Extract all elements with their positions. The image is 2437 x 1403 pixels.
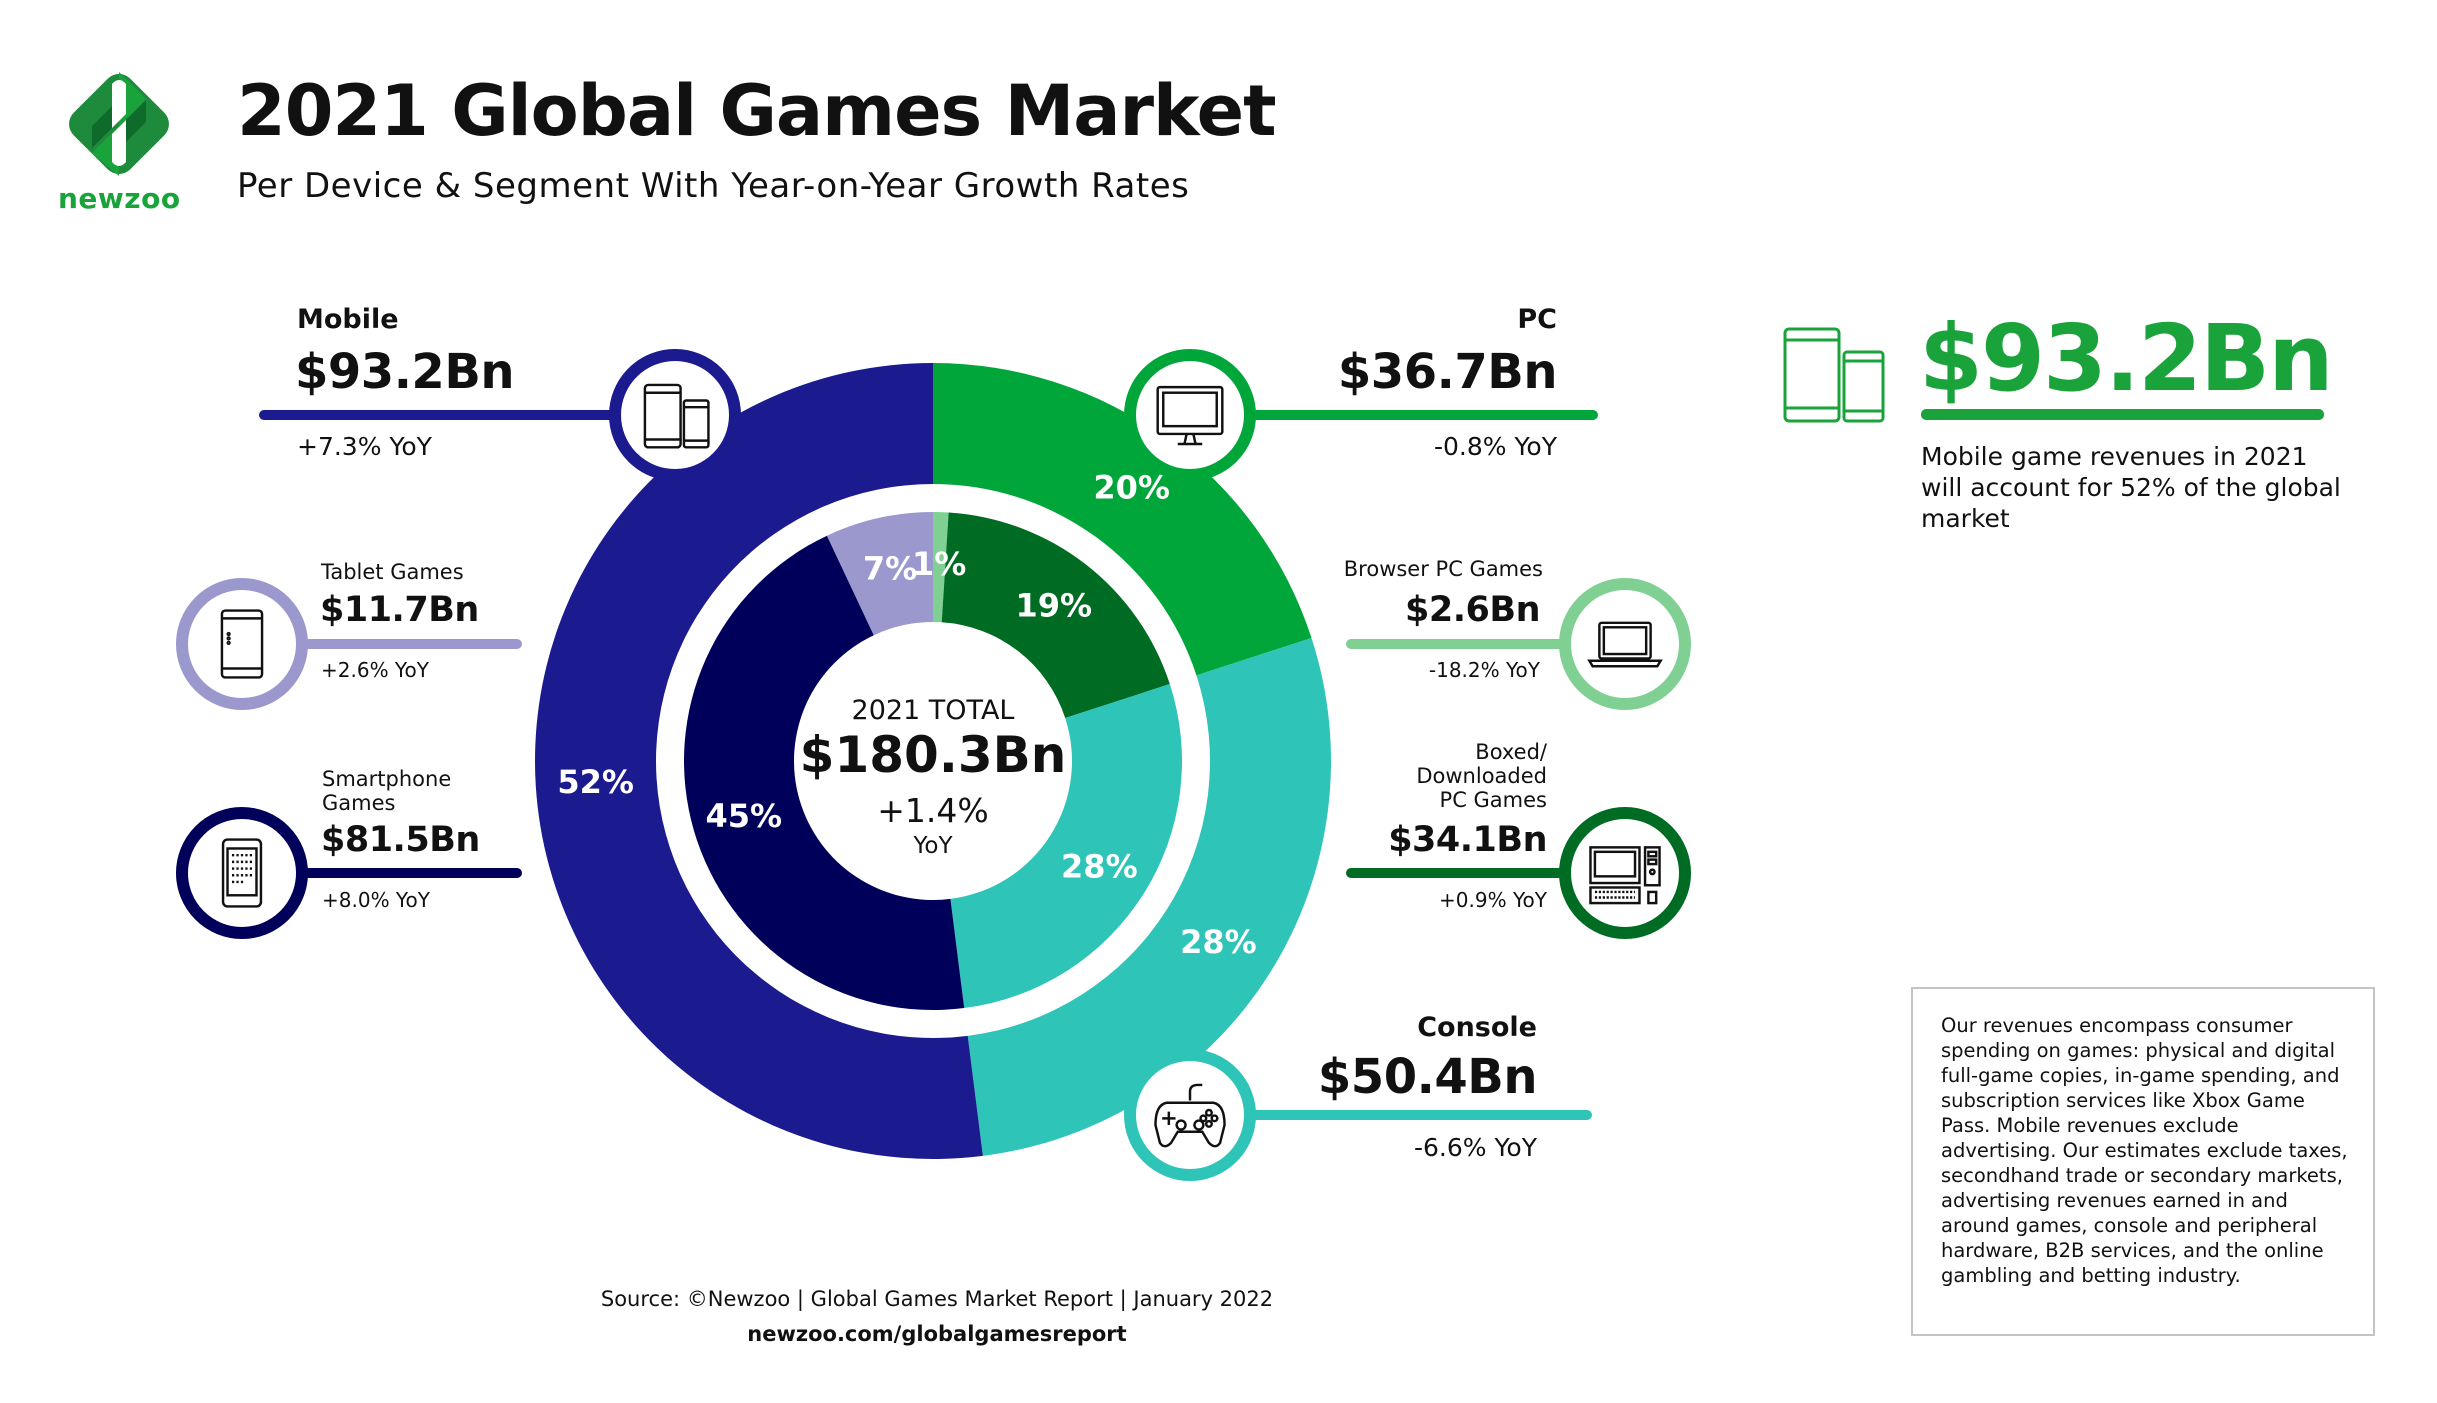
outer-label-mobile: 52% <box>557 763 634 801</box>
mobile-value: $93.2Bn <box>295 344 515 400</box>
console-connector-line <box>1240 1110 1592 1120</box>
smartphone-value: $81.5Bn <box>321 820 480 860</box>
inner-label-browser-pc-games: 1% <box>912 545 966 583</box>
outer-label-console: 28% <box>1180 923 1257 961</box>
callout-underline <box>1921 409 2324 420</box>
page-subtitle: Per Device & Segment With Year-on-Year G… <box>237 166 1190 206</box>
smartphone-yoy: +8.0% YoY <box>322 888 430 912</box>
boxed-pc-yoy: +0.9% YoY <box>1439 888 1547 912</box>
pc-yoy: -0.8% YoY <box>1434 432 1557 461</box>
boxed-pc-value: $34.1Bn <box>1388 820 1547 860</box>
console-yoy: -6.6% YoY <box>1414 1133 1537 1162</box>
pc-icon-ring <box>1124 349 1256 481</box>
mobile-devices-icon <box>643 383 710 449</box>
inner-label-smartphone-games: 45% <box>706 797 783 835</box>
callout-text: Mobile game revenues in 2021 will accoun… <box>1921 442 2341 533</box>
mobile-title: Mobile <box>297 304 399 335</box>
boxed-pc-icon-ring <box>1559 807 1691 939</box>
tablet-value: $11.7Bn <box>320 590 479 630</box>
browser-pc-icon-ring <box>1559 578 1691 710</box>
outer-label-pc: 20% <box>1093 469 1170 507</box>
inner-slice-browser-pc-games <box>933 512 949 623</box>
tablet-connector-line <box>300 639 522 649</box>
inner-slice-smartphone-games <box>684 535 965 1010</box>
boxed-pc-connector-line <box>1346 868 1576 878</box>
callout-value: $93.2Bn <box>1919 305 2334 412</box>
center-total-label: 2021 TOTAL <box>852 695 1015 726</box>
mobile-callout-icon <box>1783 327 1885 423</box>
monitor-icon <box>1156 385 1224 446</box>
boxed-pc-title-line1: Boxed/ <box>1475 740 1547 764</box>
source-url[interactable]: newzoo.com/globalgamesreport <box>747 1322 1127 1346</box>
center-total-value: $180.3Bn <box>800 726 1067 784</box>
inner-label-tablet-games: 7% <box>863 550 917 588</box>
mobile-icon-ring <box>609 349 741 481</box>
browser-pc-value: $2.6Bn <box>1405 590 1540 630</box>
browser-pc-connector-line <box>1346 639 1576 649</box>
smartphone-icon <box>221 838 263 908</box>
smartphone-title-line2: Games <box>322 791 396 815</box>
console-value: $50.4Bn <box>1317 1049 1538 1105</box>
browser-pc-yoy: -18.2% YoY <box>1428 658 1540 682</box>
inner-slice-tablet-games <box>826 512 933 636</box>
outer-slice-mobile <box>535 363 983 1159</box>
center-growth-unit: YoY <box>912 833 953 859</box>
methodology-note: Our revenues encompass consumer spending… <box>1911 987 2375 1336</box>
console-icon-ring <box>1124 1049 1256 1181</box>
smartphone-connector-line <box>300 868 522 878</box>
page-title: 2021 Global Games Market <box>237 70 1277 152</box>
gamepad-icon <box>1154 1083 1226 1148</box>
source-text: Source: ©Newzoo | Global Games Market Re… <box>600 1287 1274 1311</box>
center-growth: +1.4% <box>877 791 989 830</box>
newzoo-logo <box>69 72 169 176</box>
pc-connector-line <box>1240 410 1598 420</box>
outer-slice-pc <box>933 363 1312 676</box>
inner-label-console: 28% <box>1061 848 1138 886</box>
logo-text: newzoo <box>58 182 181 215</box>
tablet-icon <box>220 609 264 679</box>
smartphone-title-line1: Smartphone <box>322 767 452 791</box>
tablet-title: Tablet Games <box>321 560 464 584</box>
inner-slice-boxed-downloaded-pc-games <box>941 512 1170 719</box>
mobile-connector-line <box>259 410 629 420</box>
browser-pc-title: Browser PC Games <box>1343 557 1543 581</box>
inner-label-boxed-downloaded-pc-games: 19% <box>1015 586 1092 624</box>
tablet-icon-ring <box>176 578 308 710</box>
mobile-yoy: +7.3% YoY <box>297 432 432 461</box>
laptop-icon <box>1587 621 1663 668</box>
desktop-computer-icon <box>1589 846 1661 905</box>
smartphone-icon-ring <box>176 807 308 939</box>
pc-value: $36.7Bn <box>1337 344 1558 400</box>
boxed-pc-title-line2: Downloaded <box>1416 764 1547 788</box>
tablet-yoy: +2.6% YoY <box>321 658 429 682</box>
pc-title: PC <box>1517 304 1557 335</box>
inner-slice-console <box>950 684 1182 1009</box>
outer-slice-console <box>967 638 1331 1156</box>
boxed-pc-title-line3: PC Games <box>1439 788 1547 812</box>
console-title: Console <box>1417 1012 1537 1043</box>
